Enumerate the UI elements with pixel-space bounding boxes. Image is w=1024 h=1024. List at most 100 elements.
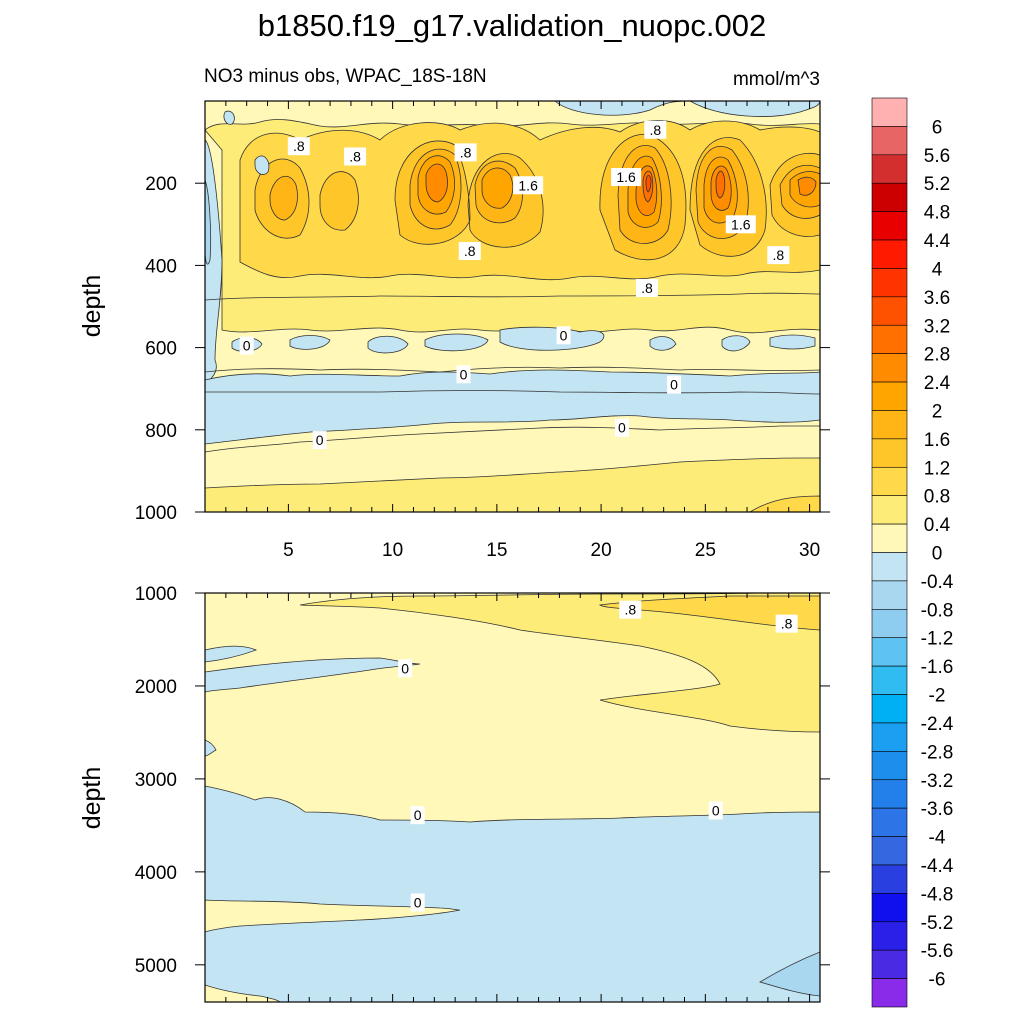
- colorbar-label: 0.8: [924, 487, 950, 508]
- contour-label-text: .8: [624, 602, 636, 618]
- top-band-2.8: [642, 170, 726, 203]
- contour-label-bg: [708, 801, 723, 820]
- contour-label-text: 0: [401, 660, 409, 676]
- colorbar-label: 5.2: [924, 174, 950, 195]
- bottom-pos-tongue: [205, 899, 461, 933]
- contour-label-text: .8: [293, 138, 305, 154]
- contour-label-text: .8: [641, 280, 653, 296]
- colorbar-swatch: [871, 438, 908, 468]
- colorbar-label: -5.2: [921, 913, 954, 934]
- colorbar-label: 0.4: [924, 515, 951, 536]
- contour-label-bg: [775, 614, 798, 633]
- top-plot-frame: [204, 100, 821, 513]
- contour-label: .8: [635, 279, 658, 298]
- top-contour-fill: [205, 101, 820, 512]
- contour-label: 0: [239, 336, 254, 355]
- contour-label-bg: [454, 143, 477, 162]
- contour-label-text: .8: [349, 148, 361, 164]
- colorbar-swatch: [871, 495, 908, 525]
- colorbar-label: 1.2: [924, 458, 950, 479]
- contour-label: 0: [398, 659, 413, 678]
- contour-label: .8: [775, 614, 798, 633]
- contour-label-text: 1.6: [616, 169, 636, 185]
- contour-label-text: 0: [243, 338, 251, 354]
- contour-label-bg: [410, 893, 425, 912]
- contour-label-bg: [556, 326, 571, 345]
- contour-label-bg: [513, 176, 544, 195]
- contour-label: .8: [458, 242, 481, 261]
- colorbar-swatch: [871, 807, 908, 837]
- top-neg-600b: [289, 335, 331, 350]
- subtitle-left: NO3 minus obs, WPAC_18S-18N: [204, 66, 487, 87]
- bottom-axes: 1000 2000 3000 4000 5000: [135, 584, 830, 1002]
- contour-line: [205, 366, 820, 373]
- bottom-neg-deep: [759, 951, 820, 997]
- contour-label-text: 0: [618, 420, 626, 436]
- top-panel: .8 .8 .8 1.6 .8 1.6 1.6 .8 .8 .8 0 0 0 0 0 0 5 10 15 20 25 3…: [78, 100, 830, 561]
- top-ylabel: depth: [78, 275, 106, 338]
- contour-label-bg: [456, 365, 471, 384]
- colorbar-swatch: [871, 665, 908, 695]
- top-neg-600h: [769, 334, 816, 350]
- contour-label-text: .8: [649, 122, 661, 138]
- contour-label-bg: [667, 375, 682, 394]
- x-tick-label: 25: [695, 540, 716, 561]
- y-tick-label: 2000: [135, 677, 177, 698]
- contour-label-text: .8: [781, 616, 793, 632]
- contour-label-bg: [644, 120, 667, 139]
- colorbar-label: -1.6: [921, 657, 954, 678]
- contour-label: 0: [556, 326, 571, 345]
- y-tick-label: 400: [145, 256, 177, 277]
- contour-label: 0: [614, 418, 629, 437]
- top-contour-labels: .8 .8 .8 1.6 .8 1.6 1.6 .8 .8 .8 0 0 0 0 0 0: [239, 120, 790, 450]
- contour-label-text: 0: [316, 432, 324, 448]
- colorbar-label: -0.4: [921, 572, 954, 593]
- colorbar-label: 5.6: [924, 146, 950, 167]
- contour-label: 0: [667, 375, 682, 394]
- contour-label-bg: [410, 806, 425, 825]
- contour-label-text: 0: [712, 803, 720, 819]
- colorbar-swatch: [871, 609, 908, 639]
- contour-label-bg: [458, 242, 481, 261]
- colorbar-label: -3.6: [921, 799, 954, 820]
- top-neg-top3: [689, 101, 820, 117]
- contour-label-text: 1.6: [518, 177, 538, 193]
- contour-label-bg: [398, 659, 413, 678]
- contour-label: .8: [619, 600, 642, 619]
- colorbar-label: -6: [929, 970, 946, 991]
- top-contour-lines: [205, 292, 820, 453]
- colorbar-swatch: [871, 978, 908, 1008]
- x-tick-label: 5: [283, 540, 294, 561]
- colorbar-label: -3.2: [921, 771, 954, 792]
- top-neg-600d: [424, 333, 489, 352]
- colorbar-label: 1.6: [924, 430, 950, 451]
- subtitle-right: mmol/m^3: [733, 69, 820, 90]
- colorbar-swatch: [871, 268, 908, 298]
- figure-title: b1850.f19_g17.validation_nuopc.002: [258, 8, 767, 43]
- y-tick-label: 1000: [135, 503, 177, 524]
- colorbar-label: 2: [932, 401, 943, 422]
- y-tick-label: 600: [145, 339, 177, 360]
- contour-label-bg: [767, 246, 790, 265]
- colorbar-label: -2: [929, 686, 946, 707]
- bottom-neg-strip1: [205, 645, 258, 663]
- y-tick-label: 4000: [135, 863, 177, 884]
- colorbar-label: -1.2: [921, 629, 954, 650]
- contour-label: 0: [410, 806, 425, 825]
- colorbar-label: 4.4: [924, 231, 951, 252]
- top-axes: 5 10 15 20 25 30 200 400 600 800 1000: [135, 101, 830, 561]
- colorbar-swatch: [871, 381, 908, 411]
- contour-label: .8: [767, 246, 790, 265]
- contour-label: 0: [456, 365, 471, 384]
- colorbar-swatch: [871, 126, 908, 156]
- colorbar-label: 4.8: [924, 203, 950, 224]
- bottom-neg-notch: [205, 739, 217, 757]
- colorbar-label: -4.8: [921, 884, 954, 905]
- top-neg-600f: [649, 336, 677, 351]
- x-tick-label: 20: [591, 540, 612, 561]
- colorbar-swatch: [871, 722, 908, 752]
- y-tick-label: 3000: [135, 770, 177, 791]
- contour-label-bg: [635, 279, 658, 298]
- colorbar-swatch: [871, 97, 908, 127]
- colorbar-label: 4: [932, 259, 943, 280]
